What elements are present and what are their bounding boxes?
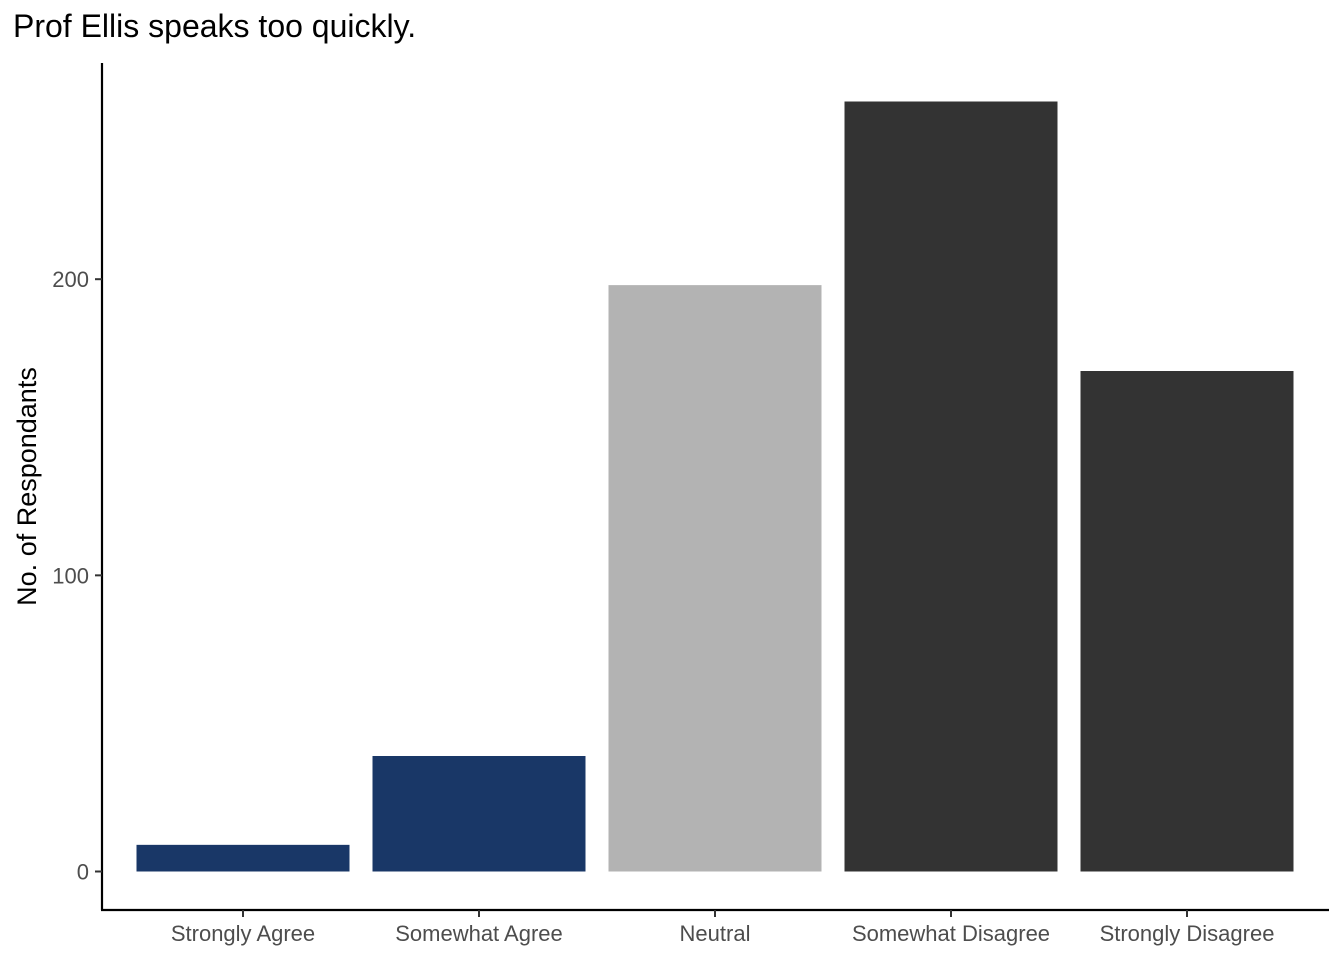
bar-neutral (608, 285, 822, 872)
chart-title: Prof Ellis speaks too quickly. (13, 8, 417, 44)
x-ticks-group: Strongly Agree Somewhat Agree Neutral Somew… (171, 910, 1275, 946)
y-tick-label: 0 (77, 860, 89, 885)
x-tick-label: Strongly Agree (171, 921, 315, 946)
y-tick-label: 200 (52, 267, 89, 292)
y-tick-label: 100 (52, 563, 89, 588)
x-tick-label: Strongly Disagree (1100, 921, 1275, 946)
x-tick-label: Somewhat Agree (395, 921, 563, 946)
bar-strongly-agree (136, 844, 350, 872)
y-axis-title: No. of Respondants (12, 367, 42, 606)
bars-group (136, 101, 1294, 872)
x-tick-label: Neutral (680, 921, 751, 946)
bar-somewhat-agree (372, 756, 586, 872)
y-ticks-group: 0 100 200 (52, 267, 102, 885)
x-tick-label: Somewhat Disagree (852, 921, 1050, 946)
bar-somewhat-disagree (844, 101, 1058, 872)
bar-strongly-disagree (1080, 371, 1294, 872)
